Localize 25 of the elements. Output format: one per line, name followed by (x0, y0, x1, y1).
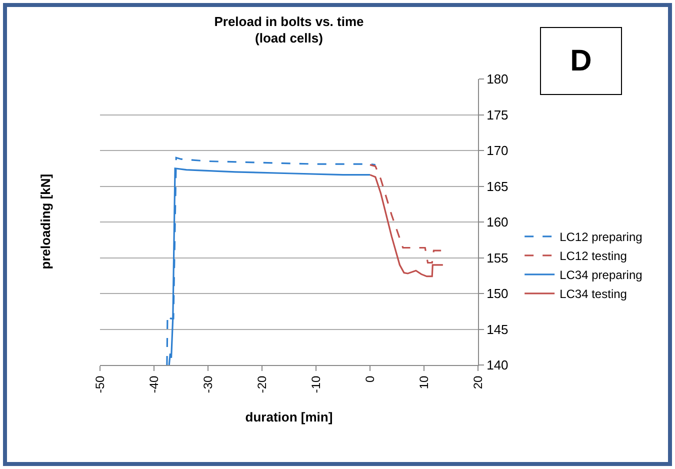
x-tick-label: -30 (200, 375, 215, 394)
legend-label: LC34 preparing (560, 268, 642, 282)
legend-label: LC34 testing (560, 287, 627, 302)
y-tick-label: 140 (486, 358, 508, 373)
x-tick-label: 10 (416, 375, 431, 390)
y-tick-label: 175 (486, 107, 508, 122)
x-tick-label: 20 (470, 375, 485, 390)
y-tick-label: 165 (486, 178, 508, 194)
y-tick-label: 150 (486, 286, 508, 302)
y-tick-label: 155 (486, 250, 508, 266)
x-tick-label: -10 (308, 375, 323, 394)
x-axis-title: duration [min] (245, 410, 333, 425)
y-tick-label: 160 (486, 214, 508, 230)
x-tick-label: -40 (146, 375, 161, 394)
x-tick-label: -20 (254, 375, 269, 394)
x-tick-label: 0 (362, 375, 377, 382)
text: D (570, 44, 592, 78)
chart-title: Preload in bolts vs. time (load cells) (214, 14, 364, 46)
y-axis-title: preloading [kN] (38, 174, 54, 270)
legend-label: LC12 preparing (560, 230, 642, 244)
legend-label: LC12 testing (560, 249, 627, 264)
y-tick-label: 145 (486, 322, 508, 337)
x-tick-label: -50 (92, 375, 107, 394)
y-tick-label: 180 (486, 72, 508, 87)
y-tick-label: 170 (486, 143, 508, 158)
